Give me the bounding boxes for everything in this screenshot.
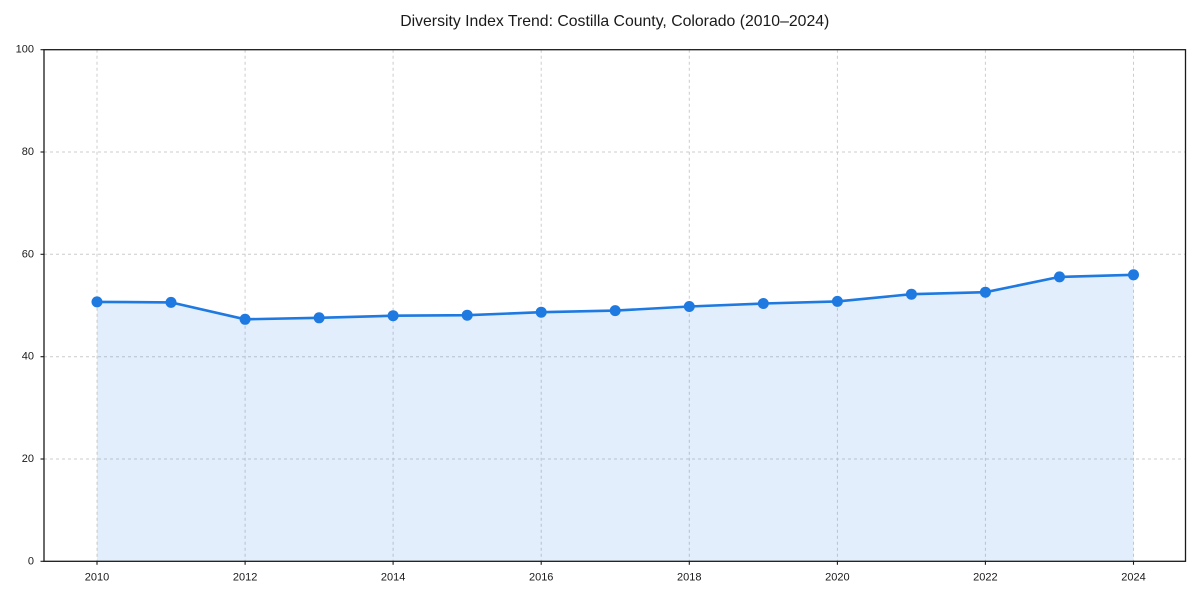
svg-text:2012: 2012 bbox=[233, 572, 257, 584]
svg-text:2020: 2020 bbox=[825, 572, 849, 584]
svg-text:2024: 2024 bbox=[1121, 572, 1145, 584]
svg-text:2010: 2010 bbox=[85, 572, 109, 584]
svg-text:2018: 2018 bbox=[677, 572, 701, 584]
svg-text:60: 60 bbox=[22, 248, 34, 260]
svg-text:2016: 2016 bbox=[529, 572, 553, 584]
svg-text:20: 20 bbox=[22, 453, 34, 465]
svg-text:0: 0 bbox=[28, 555, 34, 567]
svg-text:2014: 2014 bbox=[381, 572, 405, 584]
svg-text:100: 100 bbox=[16, 44, 34, 56]
svg-text:40: 40 bbox=[22, 351, 34, 363]
svg-text:2022: 2022 bbox=[973, 572, 997, 584]
svg-text:80: 80 bbox=[22, 146, 34, 158]
